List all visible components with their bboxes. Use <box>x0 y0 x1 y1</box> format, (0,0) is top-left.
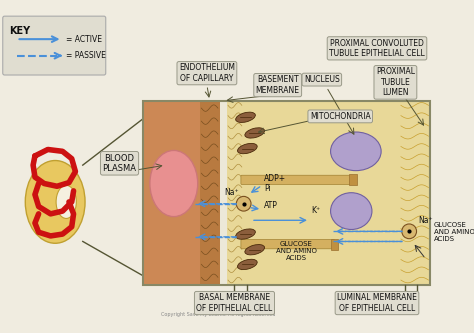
Text: BLOOD
PLASMA: BLOOD PLASMA <box>102 154 137 173</box>
Circle shape <box>237 196 251 211</box>
FancyBboxPatch shape <box>200 101 220 285</box>
Text: Na⁺: Na⁺ <box>225 188 239 197</box>
Text: GLUCOSE
AND AMINO
ACIDS: GLUCOSE AND AMINO ACIDS <box>276 241 317 261</box>
FancyBboxPatch shape <box>400 101 430 285</box>
Ellipse shape <box>56 185 76 218</box>
Text: ATP: ATP <box>264 201 278 210</box>
Ellipse shape <box>245 244 264 255</box>
FancyBboxPatch shape <box>227 101 400 285</box>
Ellipse shape <box>236 112 255 123</box>
Text: NUCLEUS: NUCLEUS <box>304 75 340 84</box>
FancyBboxPatch shape <box>220 101 227 285</box>
Circle shape <box>402 224 417 239</box>
Text: GLUCOSE
AND AMINO
ACIDS: GLUCOSE AND AMINO ACIDS <box>434 222 474 242</box>
Ellipse shape <box>236 229 255 239</box>
Ellipse shape <box>330 193 372 229</box>
FancyBboxPatch shape <box>349 174 357 185</box>
Text: ENDOTHELIUM
OF CAPILLARY: ENDOTHELIUM OF CAPILLARY <box>179 64 235 83</box>
Text: LUMINAL MEMBRANE
OF EPITHELIAL CELL: LUMINAL MEMBRANE OF EPITHELIAL CELL <box>337 293 417 313</box>
Ellipse shape <box>237 259 257 270</box>
FancyBboxPatch shape <box>241 175 353 184</box>
Text: PROXIMAL CONVOLUTED
TUBULE EPITHELIAL CELL: PROXIMAL CONVOLUTED TUBULE EPITHELIAL CE… <box>329 39 425 58</box>
FancyBboxPatch shape <box>3 16 106 75</box>
FancyBboxPatch shape <box>331 239 338 250</box>
Ellipse shape <box>237 144 257 154</box>
Ellipse shape <box>150 151 198 216</box>
Text: KEY: KEY <box>9 26 30 36</box>
Text: Copyright Save My Exams. All Rights Reserved: Copyright Save My Exams. All Rights Rese… <box>161 312 275 317</box>
Ellipse shape <box>330 132 381 170</box>
Text: BASEMENT
MEMBRANE: BASEMENT MEMBRANE <box>255 75 300 95</box>
Text: K⁺: K⁺ <box>312 206 321 215</box>
Ellipse shape <box>245 128 264 138</box>
FancyBboxPatch shape <box>143 101 200 285</box>
Text: PROXIMAL
TUBULE
LUMEN: PROXIMAL TUBULE LUMEN <box>376 68 415 97</box>
FancyBboxPatch shape <box>241 240 335 249</box>
Text: ADP+
Pi: ADP+ Pi <box>264 174 286 193</box>
Text: MITOCHONDRIA: MITOCHONDRIA <box>310 112 371 121</box>
Text: = ACTIVE: = ACTIVE <box>66 35 102 44</box>
Text: BASAL MEMBRANE
OF EPITHELIAL CELL: BASAL MEMBRANE OF EPITHELIAL CELL <box>196 293 273 313</box>
Text: Na⁺: Na⁺ <box>419 216 433 225</box>
Ellipse shape <box>25 161 85 243</box>
Text: = PASSIVE: = PASSIVE <box>66 51 106 60</box>
